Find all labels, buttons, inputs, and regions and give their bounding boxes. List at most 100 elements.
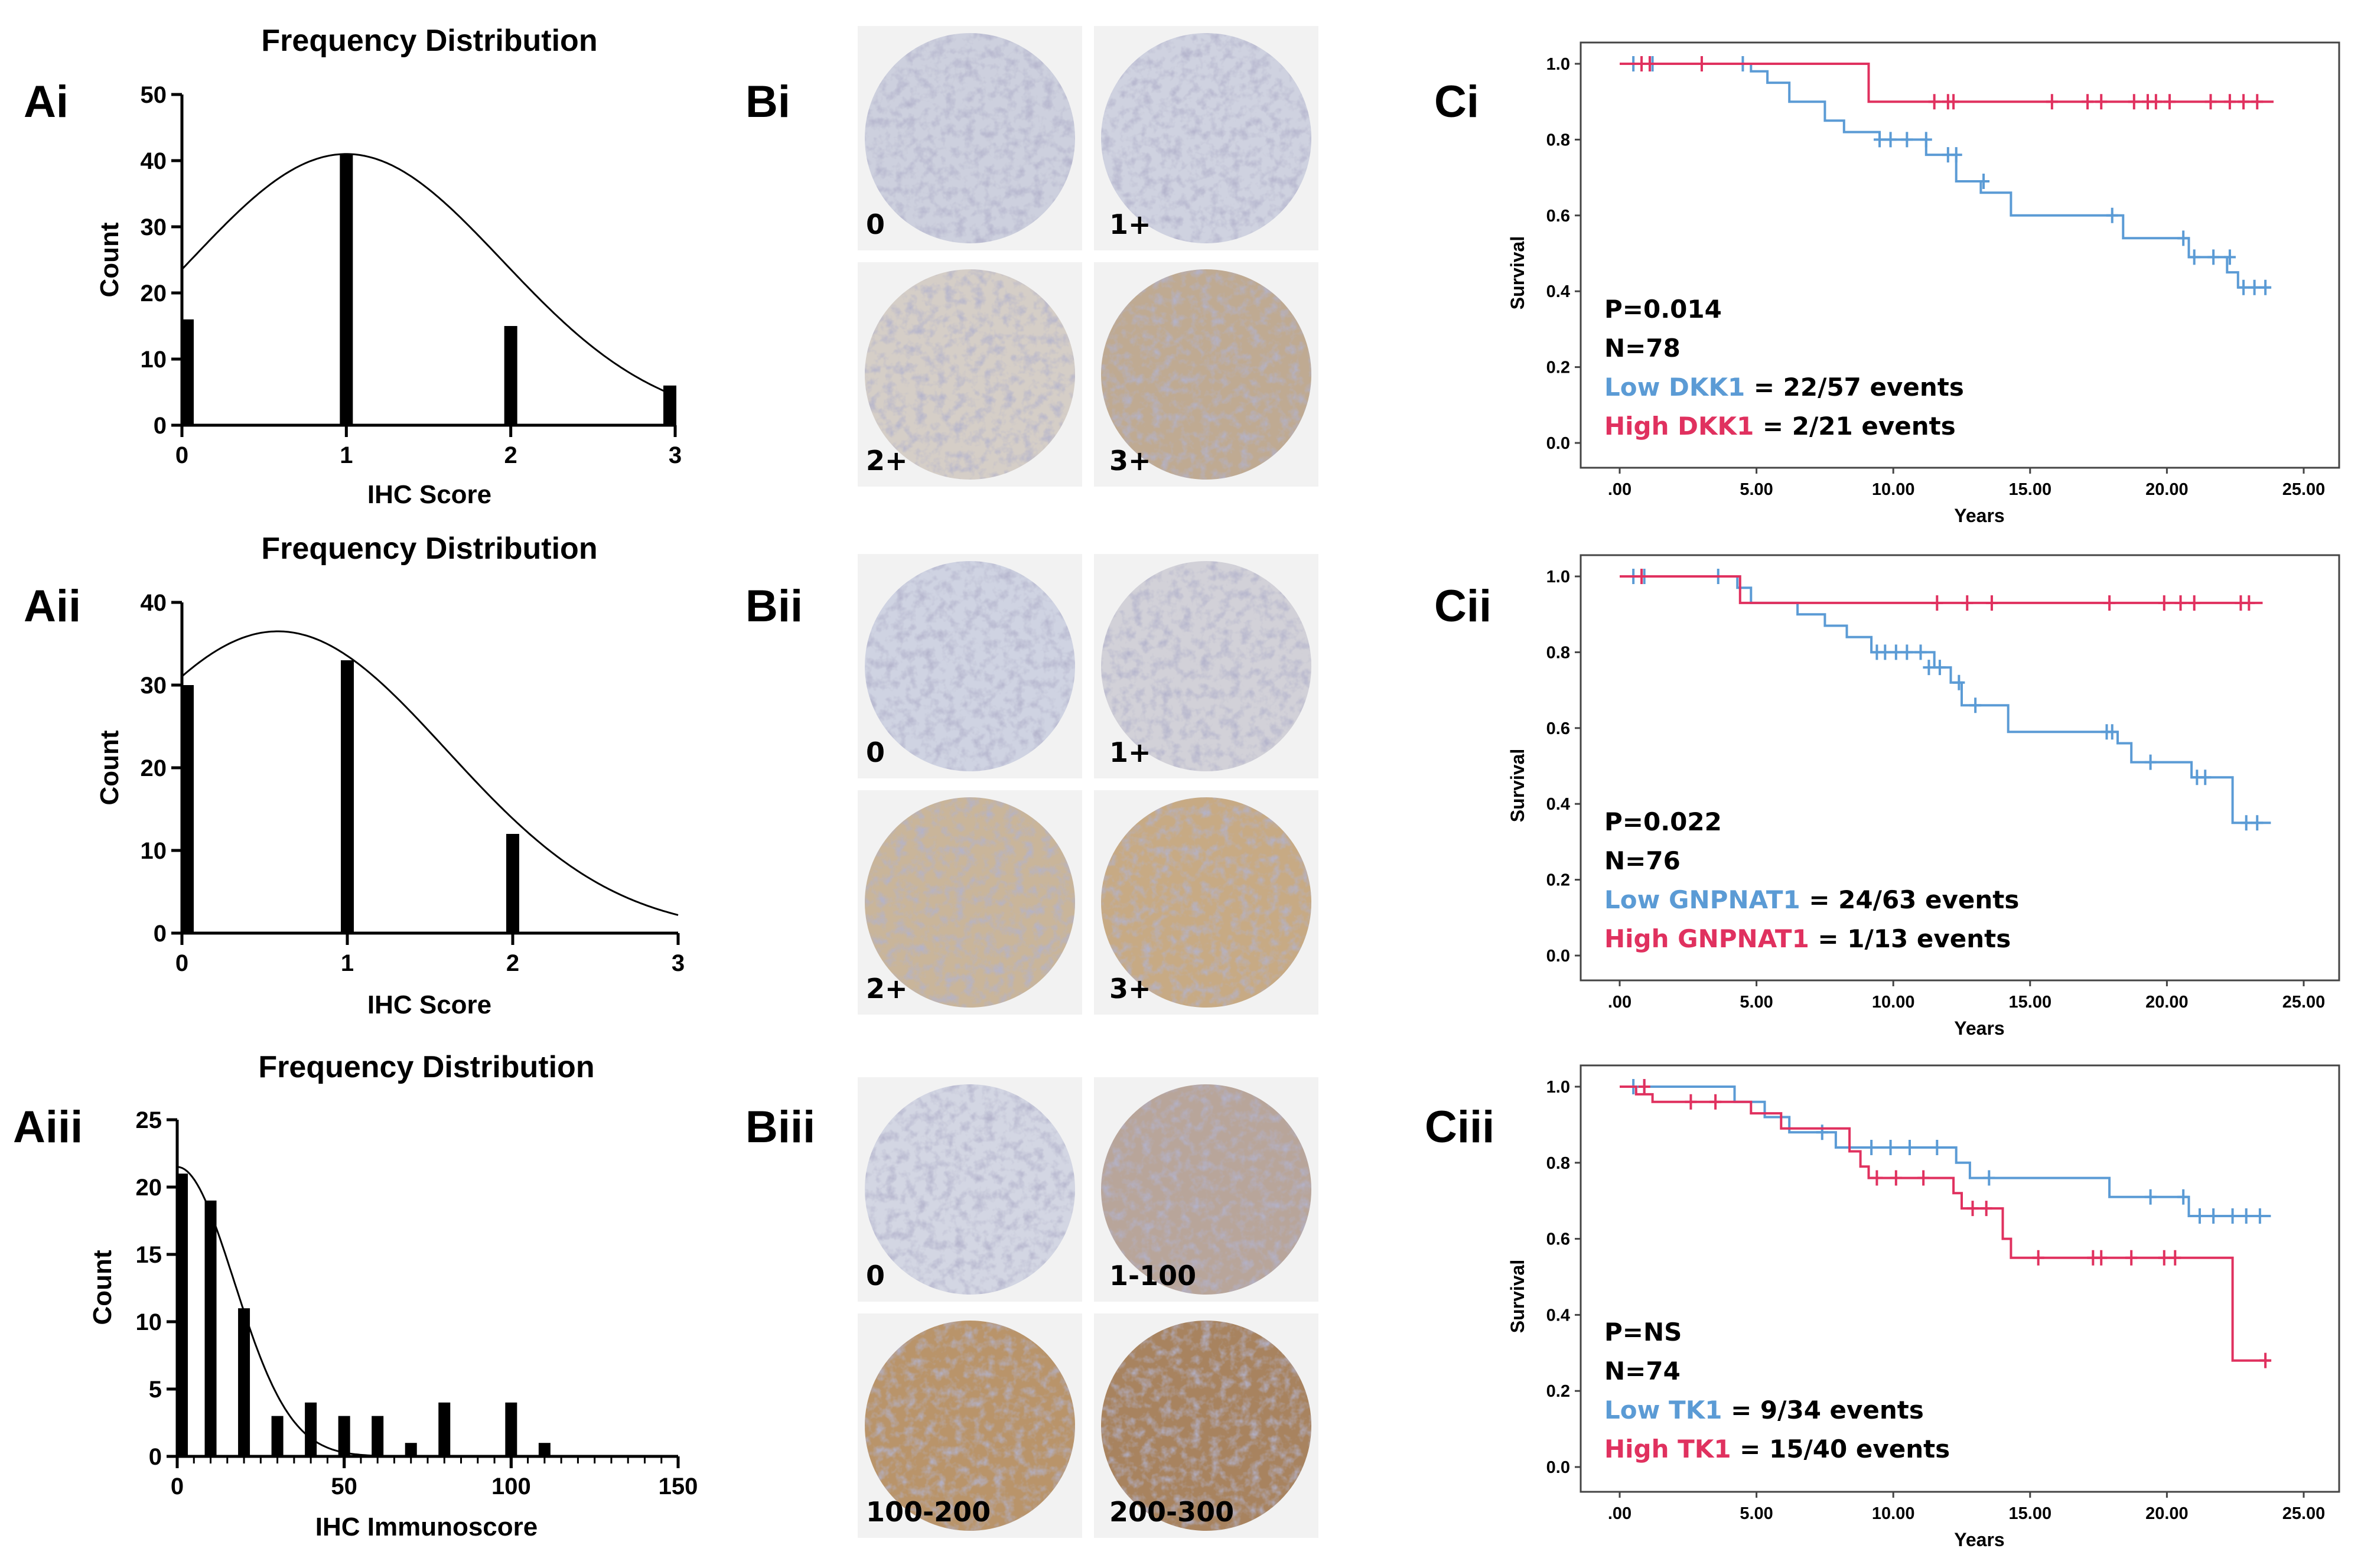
panel-label: Aiii	[13, 1102, 83, 1152]
censor-mark	[1931, 595, 1943, 611]
censor-mark	[2204, 94, 2217, 110]
tma-core-tile: 1+	[1094, 26, 1318, 250]
y-tick-label: 0.6	[1546, 207, 1570, 226]
censor-mark	[1865, 1140, 1878, 1156]
censor-mark	[1685, 1094, 1697, 1110]
y-axis-label: Survival	[1507, 749, 1528, 823]
bar	[405, 1443, 417, 1456]
censor-mark	[2177, 1189, 2190, 1205]
censor-mark	[2150, 94, 2162, 110]
series-low	[1620, 1079, 2271, 1224]
censor-mark	[1890, 644, 1902, 660]
censor-mark	[2128, 94, 2140, 110]
panel-label: Cii	[1434, 581, 1491, 631]
x-tick-label: 1	[340, 442, 353, 468]
y-axis-label: Count	[95, 222, 124, 297]
censor-mark	[1903, 1140, 1916, 1156]
x-tick-label: 0	[175, 950, 188, 976]
censor-mark	[1636, 569, 1648, 584]
bar	[181, 685, 194, 933]
censor-mark	[1879, 644, 1891, 660]
legend-high: High GNPNAT1 = 1/13 events	[1604, 924, 2011, 953]
bar	[305, 1402, 317, 1456]
survival-curve	[1620, 63, 2274, 103]
y-axis-label: Survival	[1507, 1260, 1528, 1334]
censor-mark	[2248, 279, 2261, 295]
panel-ciii: Ciii 0.0 0.2 0.4 0.6 0.8 1.0 .00 5.00 10.00 15.00 2…	[1425, 1064, 2340, 1550]
x-tick-label: .00	[1608, 993, 1631, 1012]
panel-bii: Bii 0 1+ 2+ 3+	[745, 554, 1318, 1015]
y-tick-label: 20	[136, 1175, 162, 1201]
panel-label: Ai	[24, 77, 69, 127]
censor-mark	[2158, 1250, 2170, 1266]
bar	[438, 1402, 451, 1456]
n-text: N=74	[1604, 1357, 1681, 1386]
x-tick-label: 10.00	[1872, 480, 1915, 499]
y-tick-label: 1.0	[1546, 568, 1570, 586]
n-text: N=76	[1604, 846, 1681, 875]
x-axis-label: IHC Score	[367, 990, 491, 1019]
censor-mark	[1874, 132, 1886, 148]
core-score-label: 3+	[1109, 973, 1151, 1005]
panel-label: Biii	[745, 1102, 815, 1152]
bar	[338, 1416, 350, 1456]
tissue-texture	[865, 33, 1075, 243]
censor-mark	[1961, 595, 1974, 611]
y-tick-label: 0.4	[1546, 795, 1570, 814]
censor-mark	[2240, 1208, 2252, 1224]
x-tick-label: 0	[171, 1474, 184, 1499]
censor-mark	[1914, 644, 1927, 660]
censor-mark	[1884, 132, 1897, 148]
censor-mark	[2164, 94, 2176, 110]
x-tick-label: 50	[331, 1474, 357, 1499]
tma-core-tile: 200-300	[1094, 1313, 1318, 1538]
tissue-texture	[865, 797, 1075, 1008]
legend-low: Low TK1 = 9/34 events	[1604, 1396, 1924, 1424]
x-tick-label: 20.00	[2145, 1504, 2189, 1523]
censor-mark	[1966, 1201, 1979, 1217]
fit-curve	[177, 1166, 678, 1458]
x-tick-label: 25.00	[2282, 993, 2326, 1012]
censor-mark	[1884, 1140, 1897, 1156]
x-axis-label: Years	[1954, 1529, 2004, 1550]
legend-high-events: = 1/13 events	[1809, 924, 2011, 953]
p-value-text: P=0.022	[1604, 807, 1722, 836]
panel-ai: Ai Frequency Distribution 0 10 20 30 40 50 0 1 2 3 I…	[24, 24, 682, 509]
censor-mark	[2032, 1250, 2044, 1266]
bar	[538, 1443, 551, 1456]
core-score-label: 0	[866, 208, 885, 240]
y-tick-label: 0	[149, 1444, 162, 1470]
x-tick-label: 5.00	[1740, 480, 1773, 499]
y-tick-label: 0.6	[1546, 1230, 1570, 1249]
censor-mark	[1917, 1170, 1930, 1186]
censor-mark	[2226, 1208, 2239, 1224]
censor-mark	[1948, 94, 1960, 110]
y-tick-label: 10	[141, 347, 167, 373]
tma-core-tile: 3+	[1094, 790, 1318, 1015]
x-tick-label: 2	[504, 442, 517, 468]
censor-mark	[2207, 1208, 2220, 1224]
censor-mark	[1816, 1124, 1828, 1140]
y-tick-label: 0.0	[1546, 1458, 1570, 1477]
chart-title: Frequency Distribution	[258, 1050, 594, 1084]
x-tick-label: 3	[672, 950, 685, 976]
bar	[176, 1173, 188, 1456]
censor-mark	[2251, 815, 2264, 831]
legend-high-name: High GNPNAT1	[1604, 924, 1809, 953]
series-high	[1620, 569, 2263, 611]
y-axis-label: Count	[88, 1250, 117, 1325]
legend-high-events: = 15/40 events	[1731, 1435, 1950, 1463]
panel-aii: Aii Frequency Distribution 0 10 20 30 40 0 1 2 3 IH…	[24, 532, 685, 1019]
censor-mark	[1950, 147, 1962, 163]
chart-title: Frequency Distribution	[261, 24, 597, 58]
censor-mark	[2238, 279, 2250, 295]
series-high	[1620, 56, 2274, 110]
censor-mark	[2259, 1352, 2272, 1368]
censor-mark	[2188, 249, 2200, 265]
panel-label: Bii	[745, 581, 803, 631]
x-tick-label: 5.00	[1740, 1504, 1773, 1523]
y-tick-label: 10	[141, 838, 167, 864]
censor-mark	[2082, 94, 2094, 110]
fit-curve	[181, 630, 679, 916]
